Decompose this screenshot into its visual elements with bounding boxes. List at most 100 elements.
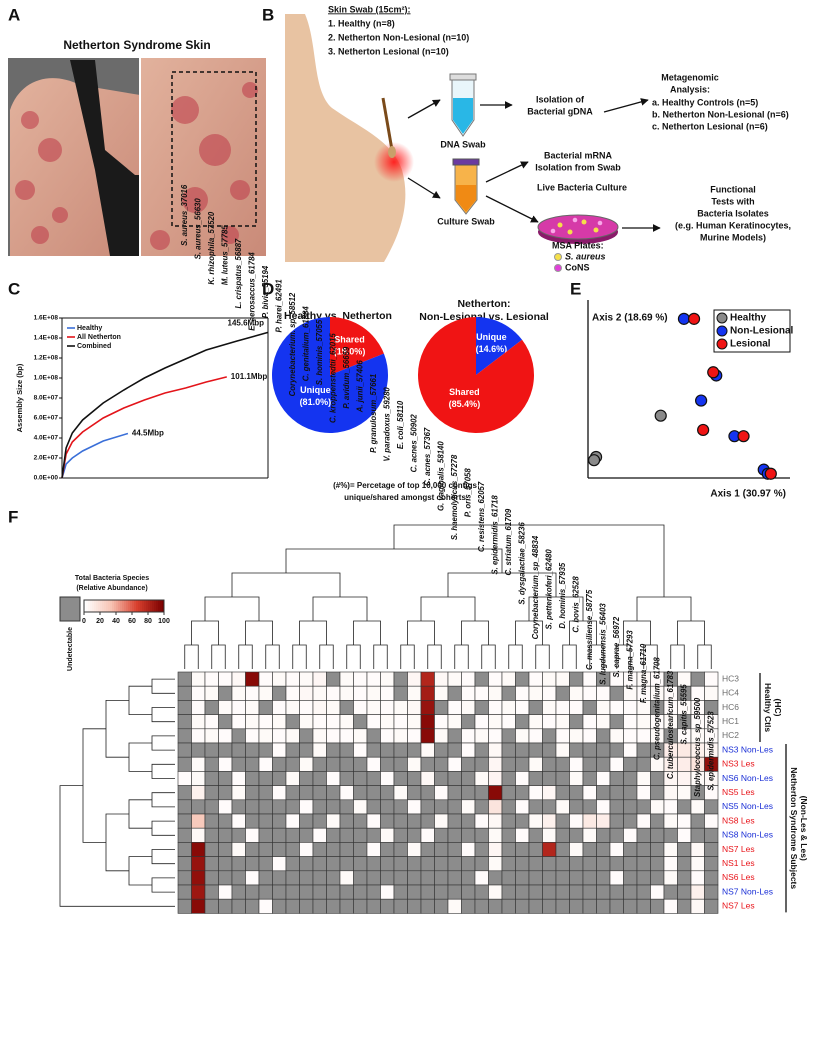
heat-cell — [191, 785, 206, 801]
heat-cell — [191, 884, 206, 900]
heat-cell — [663, 870, 678, 886]
heat-cell — [461, 756, 476, 772]
heat-cell — [609, 898, 624, 914]
heat-cell — [555, 756, 570, 772]
heat-cell — [272, 756, 287, 772]
heat-cell — [488, 813, 503, 829]
heat-cell — [393, 756, 408, 772]
heat-cell — [299, 856, 314, 872]
heat-cell — [353, 813, 368, 829]
heat-cell — [488, 856, 503, 872]
heat-cell — [366, 700, 381, 715]
heat-cell — [650, 799, 665, 815]
heat-cell — [393, 898, 408, 914]
heat-cell — [555, 898, 570, 914]
heat-cell — [623, 728, 638, 744]
heat-cell — [609, 685, 624, 701]
heat-cell — [515, 842, 530, 857]
y-tick-label: 1.0E+08 — [34, 375, 59, 382]
colorbar-segment — [110, 600, 113, 612]
column-label: Corynebacterium. sp_58512 — [288, 292, 297, 396]
heat-cell — [218, 898, 233, 914]
heat-cell — [636, 714, 651, 730]
y-tick-label: 1.6E+08 — [34, 315, 59, 322]
colorbar-segment — [102, 600, 105, 612]
heat-cell — [555, 856, 570, 872]
heat-cell — [474, 813, 489, 829]
heat-cell — [677, 827, 692, 843]
heat-cell — [231, 771, 246, 786]
heat-cell — [515, 742, 530, 758]
dendrogram-branch — [454, 644, 469, 669]
heat-cell — [542, 785, 557, 801]
heat-cell — [177, 842, 192, 857]
heat-cell — [407, 785, 422, 801]
heat-cell — [299, 813, 314, 829]
heat-cell — [434, 898, 449, 914]
heat-cell — [380, 685, 395, 701]
heat-cell — [434, 842, 449, 857]
heat-cell — [677, 898, 692, 914]
heat-cell — [407, 728, 422, 744]
heat-cell — [393, 813, 408, 829]
heat-cell — [380, 742, 395, 758]
heat-cell — [366, 884, 381, 900]
legend-label: Lesional — [730, 339, 771, 350]
step-label: Bacteria Isolates — [697, 208, 769, 218]
heat-cell — [623, 785, 638, 801]
heat-cell — [582, 771, 597, 786]
heat-cell — [339, 756, 354, 772]
heat-cell — [461, 870, 476, 886]
dendrogram-branch — [82, 728, 106, 843]
heat-cell — [623, 856, 638, 872]
heat-cell — [474, 827, 489, 843]
heat-cell — [204, 728, 219, 744]
heat-cell — [339, 898, 354, 914]
heat-cell — [339, 813, 354, 829]
heat-cell — [704, 799, 719, 815]
heat-cell — [528, 827, 543, 843]
heat-cell — [393, 785, 408, 801]
heat-cell — [258, 898, 273, 914]
heat-cell — [218, 827, 233, 843]
heat-cell — [407, 898, 422, 914]
heat-cell — [407, 742, 422, 758]
heat-cell — [191, 856, 206, 872]
heat-cell — [366, 771, 381, 786]
colorbar-segment — [150, 600, 153, 612]
step-label: Live Bacteria Culture — [537, 182, 627, 192]
body-silhouette — [285, 14, 406, 262]
heat-cell — [204, 827, 219, 843]
heat-cell — [326, 714, 341, 730]
heat-cell — [312, 799, 327, 815]
heat-cell — [609, 870, 624, 886]
point — [737, 430, 750, 443]
culture-tube — [452, 158, 480, 215]
heat-cell — [299, 771, 314, 786]
heat-cell — [677, 870, 692, 886]
column-label: C. genitalium_61884 — [301, 306, 310, 382]
heat-cell — [569, 771, 584, 786]
heat-cell — [380, 827, 395, 843]
heat-cell — [677, 671, 692, 687]
colorbar-title: (Relative Abundance) — [76, 585, 147, 592]
heat-cell — [461, 898, 476, 914]
heat-cell — [218, 856, 233, 872]
heat-cell — [285, 870, 300, 886]
heat-cell — [177, 870, 192, 886]
heat-cell — [380, 714, 395, 730]
heat-cell — [582, 756, 597, 772]
legend-marker — [716, 312, 728, 324]
heat-cell — [582, 870, 597, 886]
heat-cell — [569, 756, 584, 772]
heat-cell — [596, 898, 611, 914]
dendrogram-branch — [346, 644, 361, 669]
colorbar-tick-label: 40 — [112, 618, 120, 625]
colorbar-segment — [86, 600, 89, 612]
panel-label: B — [262, 5, 274, 24]
colorbar-segment — [126, 600, 129, 612]
legend-marker — [716, 338, 728, 350]
pie-title: Healthy vs. Netherton — [284, 310, 392, 322]
heat-cell — [609, 771, 624, 786]
dendrogram-branch — [191, 620, 219, 645]
